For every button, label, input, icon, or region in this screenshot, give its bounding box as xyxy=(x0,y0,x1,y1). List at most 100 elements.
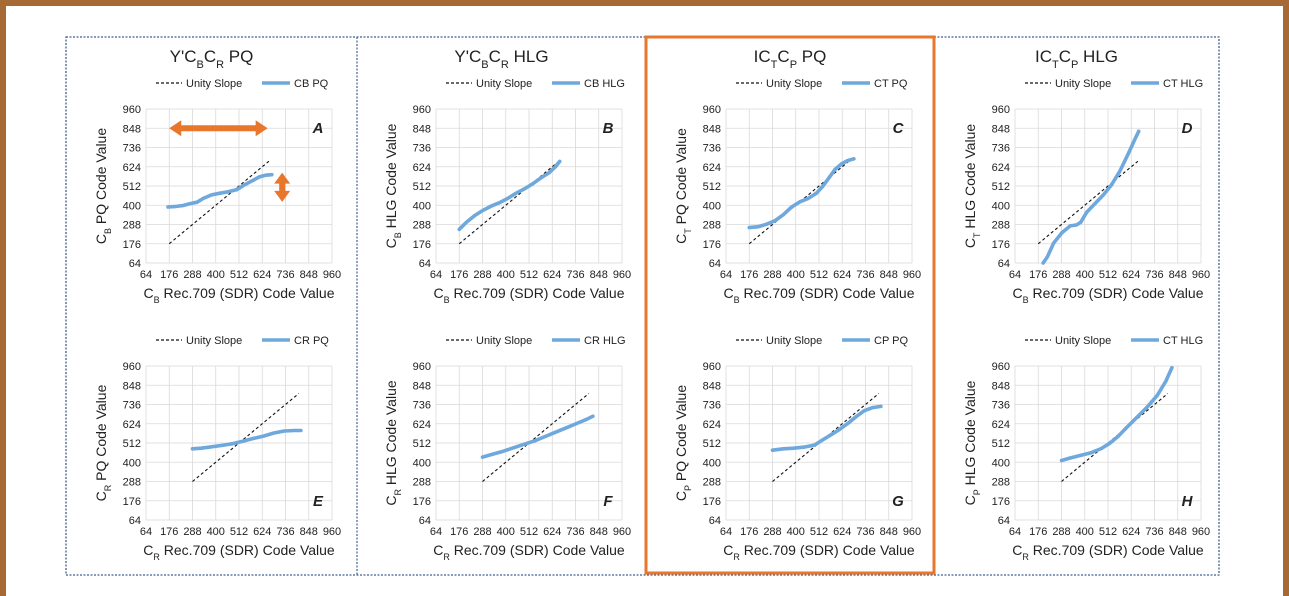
x-tick-label: 512 xyxy=(810,269,828,281)
series-line xyxy=(480,414,595,459)
y-tick-label: 736 xyxy=(703,400,721,412)
x-tick-label: 400 xyxy=(787,526,805,538)
series-point xyxy=(457,227,461,231)
x-tick-label: 960 xyxy=(903,526,921,538)
series-point xyxy=(553,164,558,169)
x-axis-label: CR Rec.709 (SDR) Code Value xyxy=(433,542,625,562)
series-point xyxy=(189,201,193,206)
series-point xyxy=(1164,379,1168,384)
series-point xyxy=(1074,223,1079,227)
x-tick-label: 960 xyxy=(323,526,341,538)
series-point xyxy=(180,203,185,208)
y-tick-label: 960 xyxy=(123,361,141,373)
arrow-head-left xyxy=(169,120,182,137)
series-point xyxy=(879,404,883,408)
series-point xyxy=(220,443,224,448)
y-tick-label: 624 xyxy=(703,419,721,431)
series-point xyxy=(166,205,170,209)
y-tick-label: 400 xyxy=(992,200,1010,212)
series-point xyxy=(293,428,297,433)
series-point xyxy=(282,429,286,433)
y-tick-label: 960 xyxy=(992,361,1010,373)
x-tick-label: 288 xyxy=(1052,526,1070,538)
y-tick-label: 176 xyxy=(413,239,431,251)
series-point xyxy=(1045,255,1049,259)
x-tick-label: 400 xyxy=(497,269,515,281)
x-tick-label: 624 xyxy=(253,269,271,281)
x-tick-label: 176 xyxy=(1029,526,1047,538)
y-tick-label: 64 xyxy=(129,515,141,527)
x-axis-label: CB Rec.709 (SDR) Code Value xyxy=(1013,285,1204,305)
series-point xyxy=(833,167,837,171)
series-point xyxy=(852,157,856,161)
x-tick-label: 624 xyxy=(833,269,851,281)
series-point xyxy=(251,178,255,182)
y-tick-label: 624 xyxy=(413,419,431,431)
x-axis-label: CR Rec.709 (SDR) Code Value xyxy=(1012,542,1204,562)
x-tick-label: 736 xyxy=(276,526,294,538)
x-tick-label: 64 xyxy=(140,269,152,281)
legend-series-label: CB HLG xyxy=(584,78,625,90)
y-tick-label: 512 xyxy=(992,181,1010,193)
x-tick-label: 176 xyxy=(160,526,178,538)
x-tick-label: 64 xyxy=(1009,269,1021,281)
y-tick-label: 960 xyxy=(123,104,141,116)
series-line xyxy=(190,428,303,451)
x-tick-label: 736 xyxy=(1145,269,1163,281)
x-tick-label: 64 xyxy=(430,269,442,281)
y-tick-label: 960 xyxy=(413,104,431,116)
unity-slope-line xyxy=(192,393,300,482)
x-tick-label: 960 xyxy=(1192,526,1210,538)
arrow-head-up xyxy=(274,172,291,184)
series-point xyxy=(747,225,751,230)
unity-slope-line xyxy=(168,160,270,245)
series-point xyxy=(1052,241,1056,245)
series-point xyxy=(1078,453,1083,457)
y-tick-label: 512 xyxy=(703,438,721,450)
y-tick-label: 848 xyxy=(992,123,1010,135)
series-point xyxy=(497,201,502,205)
series-point xyxy=(512,446,516,450)
series-point xyxy=(502,449,506,453)
series-point xyxy=(272,431,276,435)
y-tick-label: 848 xyxy=(123,123,141,135)
y-tick-label: 400 xyxy=(123,457,141,469)
x-tick-label: 512 xyxy=(230,269,248,281)
y-tick-label: 288 xyxy=(992,220,1010,232)
y-tick-label: 176 xyxy=(992,496,1010,508)
series-point xyxy=(1155,393,1160,397)
y-tick-label: 848 xyxy=(703,123,721,135)
y-tick-label: 624 xyxy=(123,419,141,431)
column-title: Y'CBCR HLG xyxy=(454,47,548,71)
panel-letter: A xyxy=(312,120,324,137)
series-point xyxy=(1101,193,1106,197)
x-tick-label: 176 xyxy=(450,526,468,538)
x-tick-label: 848 xyxy=(300,526,318,538)
legend-series-label: CR PQ xyxy=(294,335,329,347)
series-point xyxy=(263,173,268,177)
y-tick-label: 176 xyxy=(992,239,1010,251)
series-point xyxy=(585,417,589,421)
series-point xyxy=(1124,426,1128,430)
y-tick-label: 64 xyxy=(419,258,431,270)
series-point xyxy=(251,436,255,441)
y-tick-label: 736 xyxy=(992,143,1010,155)
x-tick-label: 848 xyxy=(1169,526,1187,538)
legend-series-label: CT HLG xyxy=(1163,78,1203,90)
x-tick-label: 736 xyxy=(566,269,584,281)
panel-letter: H xyxy=(1182,493,1194,510)
x-tick-label: 400 xyxy=(1076,526,1094,538)
x-tick-label: 64 xyxy=(430,526,442,538)
y-tick-label: 624 xyxy=(703,162,721,174)
y-tick-label: 288 xyxy=(413,220,431,232)
x-tick-label: 960 xyxy=(903,269,921,281)
series-point xyxy=(514,191,518,195)
x-tick-label: 848 xyxy=(300,269,318,281)
legend-unity-label: Unity Slope xyxy=(476,78,532,90)
x-tick-label: 624 xyxy=(1122,526,1140,538)
series-point xyxy=(506,196,510,200)
x-axis-label: CB Rec.709 (SDR) Code Value xyxy=(724,285,915,305)
legend-unity-label: Unity Slope xyxy=(766,335,822,347)
